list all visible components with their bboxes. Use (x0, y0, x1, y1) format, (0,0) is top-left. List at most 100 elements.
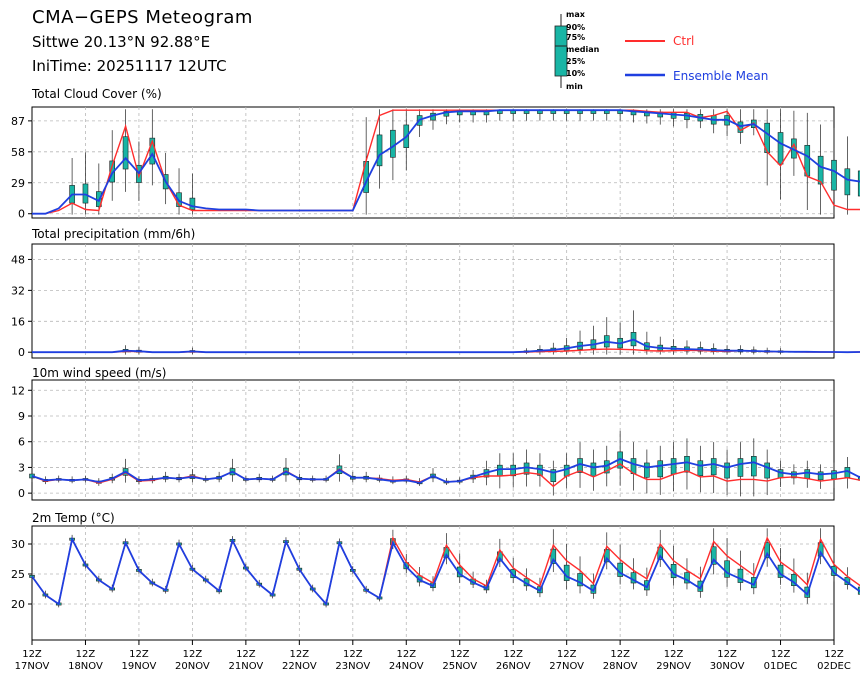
x-tick-hour: 12Z (450, 649, 470, 660)
box (670, 458, 677, 475)
x-tick-date: 01DEC (764, 661, 798, 672)
box (684, 456, 690, 473)
x-tick-hour: 12Z (557, 649, 577, 660)
box (657, 546, 664, 560)
x-tick-hour: 12Z (396, 649, 416, 660)
chart-title: CMA−GEPS Meteogram (32, 7, 253, 28)
legend-box-label: 90% (566, 23, 585, 32)
legend: max 90%75% median 25% 10% min Ctrl Ensemble Mea… (554, 10, 768, 91)
box (857, 170, 860, 197)
mean-line-precip (32, 338, 860, 354)
legend-mean-label: Ensemble Mean (673, 69, 768, 83)
panel-precip: Total precipitation (mm/6h) 0 16 32 48 (11, 227, 860, 359)
box (724, 462, 730, 479)
x-tick-date: 18NOV (68, 661, 103, 672)
box (777, 132, 784, 165)
box (831, 565, 837, 576)
x-axis: 12Z17NOV12Z18NOV12Z19NOV12Z20NOV12Z21NOV… (15, 640, 851, 672)
box (817, 471, 824, 481)
box (764, 542, 770, 559)
x-tick-hour: 12Z (183, 649, 203, 660)
panel-wind: 10m wind speed (m/s) 0 3 6 9 12 (11, 366, 860, 501)
x-tick-date: 02DEC (817, 661, 851, 672)
x-tick-date: 23NOV (335, 661, 370, 672)
init-time: IniTime: 20251117 12UTC (32, 57, 227, 75)
ctrl-line-cloud (32, 109, 860, 215)
box (577, 573, 583, 587)
y-tick-label: 16 (11, 315, 25, 328)
x-tick-date: 26NOV (496, 661, 531, 672)
ctrl-line-temp (31, 536, 860, 606)
x-tick-date: 22NOV (282, 661, 317, 672)
legend-box-label: 75% (566, 33, 585, 42)
box (644, 462, 650, 478)
panel-title-cloud: Total Cloud Cover (%) (31, 87, 162, 101)
x-tick-hour: 12Z (771, 649, 791, 660)
legend-box-label: 10% (566, 69, 585, 78)
x-tick-hour: 12Z (717, 649, 737, 660)
y-tick-label: 87 (11, 115, 25, 128)
y-tick-label: 25 (11, 568, 25, 581)
box (817, 155, 824, 185)
x-tick-date: 24NOV (389, 661, 424, 672)
y-tick-label: 32 (11, 284, 25, 297)
box (737, 568, 744, 583)
box (697, 460, 704, 477)
x-tick-date: 19NOV (122, 661, 157, 672)
box (710, 458, 717, 476)
legend-box-label: min (566, 82, 583, 91)
boxplots-cloud (69, 109, 860, 215)
box (189, 197, 196, 210)
box (390, 129, 396, 158)
x-tick-hour: 12Z (343, 649, 363, 660)
x-tick-hour: 12Z (236, 649, 256, 660)
x-tick-hour: 12Z (664, 649, 684, 660)
y-tick-label: 3 (18, 461, 25, 474)
box (149, 137, 156, 165)
box (857, 475, 860, 481)
panel-frame-wind (31, 379, 835, 501)
box (550, 548, 557, 564)
y-tick-label: 0 (18, 487, 25, 500)
box (831, 470, 837, 480)
legend-box-label: max (566, 10, 586, 19)
box (122, 136, 129, 170)
x-tick-hour: 12Z (824, 649, 844, 660)
mean-line-temp (31, 536, 860, 606)
box (764, 462, 770, 479)
legend-box-label: 25% (566, 57, 585, 66)
legend-ctrl-label: Ctrl (673, 34, 694, 48)
box (376, 134, 383, 167)
x-tick-date: 28NOV (603, 661, 638, 672)
x-tick-hour: 12Z (129, 649, 149, 660)
boxplots-temp (29, 528, 860, 608)
x-tick-hour: 12Z (610, 649, 630, 660)
y-tick-label: 30 (11, 538, 25, 551)
y-tick-label: 29 (11, 177, 25, 190)
panel-cloud: Total Cloud Cover (%) 0 29 58 87 (11, 87, 860, 221)
box (684, 572, 690, 584)
y-tick-label: 20 (11, 598, 25, 611)
box (657, 460, 664, 478)
x-tick-hour: 12Z (503, 649, 523, 660)
mean-line-cloud (32, 109, 860, 215)
panel-title-wind: 10m wind speed (m/s) (32, 366, 166, 380)
station-location: Sittwe 20.13°N 92.88°E (32, 33, 211, 51)
box (563, 464, 570, 477)
box (831, 159, 837, 191)
x-tick-hour: 12Z (290, 649, 310, 660)
x-tick-date: 25NOV (442, 661, 477, 672)
y-tick-label: 58 (11, 146, 25, 159)
box (590, 462, 597, 477)
x-tick-date: 20NOV (175, 661, 210, 672)
panel-title-temp: 2m Temp (°C) (32, 511, 115, 525)
legend-box-label: median (566, 45, 600, 54)
legend-box (554, 25, 568, 77)
y-tick-label: 0 (18, 346, 25, 359)
box (603, 549, 610, 563)
panel-title-precip: Total precipitation (mm/6h) (31, 227, 195, 241)
y-tick-label: 48 (11, 253, 25, 266)
panel-frame-temp (31, 525, 835, 641)
x-tick-hour: 12Z (22, 649, 42, 660)
